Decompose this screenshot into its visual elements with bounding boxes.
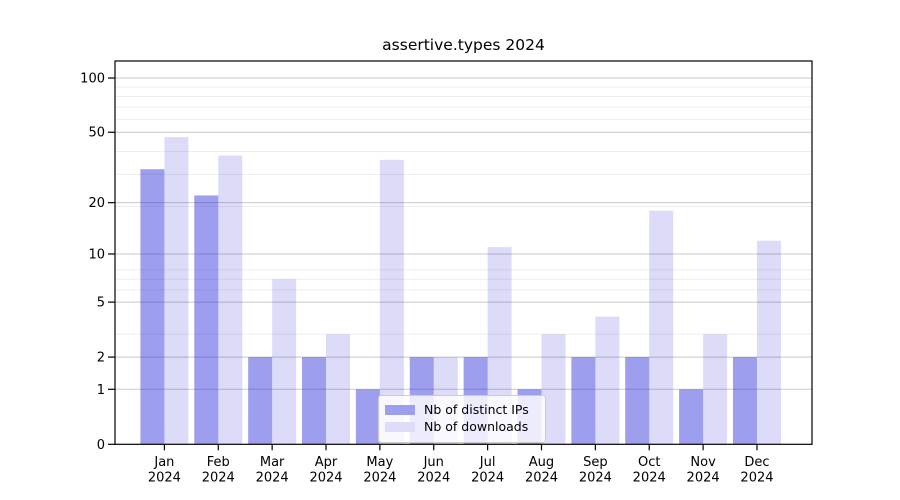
y-tick-label: 10 xyxy=(88,247,105,262)
y-tick-label: 1 xyxy=(97,383,105,398)
legend-item-distinct-ips: Nb of distinct IPs xyxy=(385,402,537,418)
x-tick-label: May 2024 xyxy=(363,455,396,486)
legend-swatch-distinct-ips xyxy=(385,405,415,415)
x-tick-label: Apr 2024 xyxy=(309,455,342,486)
x-tick-label: Feb 2024 xyxy=(202,455,235,486)
bar-apr-downloads xyxy=(326,334,351,445)
x-tick-label: Dec 2024 xyxy=(740,455,773,486)
bar-nov-distinct-ips xyxy=(679,389,704,445)
x-tick-label: Nov 2024 xyxy=(687,455,720,486)
x-tick-label: Sep 2024 xyxy=(579,455,612,486)
x-tick-label: Mar 2024 xyxy=(256,455,289,486)
y-tick-label: 2 xyxy=(97,351,105,366)
y-tick-label: 0 xyxy=(97,438,105,453)
bar-oct-downloads xyxy=(649,210,674,445)
bar-dec-distinct-ips xyxy=(732,357,757,445)
bar-dec-downloads xyxy=(756,240,781,445)
y-tick-label: 100 xyxy=(80,72,105,87)
x-tick-label: Jan 2024 xyxy=(148,455,181,486)
bar-feb-distinct-ips xyxy=(194,195,219,445)
legend: Nb of distinct IPs Nb of downloads xyxy=(378,395,546,443)
bar-sep-downloads xyxy=(595,316,620,445)
bar-mar-distinct-ips xyxy=(248,357,273,445)
bar-oct-distinct-ips xyxy=(625,357,650,445)
x-tick-label: Jun 2024 xyxy=(417,455,450,486)
bar-nov-downloads xyxy=(703,334,728,445)
bar-mar-downloads xyxy=(272,279,297,445)
bar-jan-downloads xyxy=(164,137,189,445)
y-tick-label: 50 xyxy=(88,126,105,141)
legend-label-downloads: Nb of downloads xyxy=(424,419,529,434)
x-tick-label: Jul 2024 xyxy=(471,455,504,486)
bar-jan-distinct-ips xyxy=(140,169,165,445)
legend-label-distinct-ips: Nb of distinct IPs xyxy=(424,402,529,417)
x-tick-label: Oct 2024 xyxy=(633,455,666,486)
x-tick-label: Aug 2024 xyxy=(525,455,558,486)
chart-title: assertive.types 2024 xyxy=(382,36,545,54)
axes-spines xyxy=(114,60,813,445)
y-tick-label: 20 xyxy=(88,196,105,211)
bar-may-distinct-ips xyxy=(355,389,380,445)
legend-item-downloads: Nb of downloads xyxy=(385,419,537,435)
legend-swatch-downloads xyxy=(385,422,415,432)
bar-apr-distinct-ips xyxy=(302,357,327,445)
bar-sep-distinct-ips xyxy=(571,357,596,445)
bar-feb-downloads xyxy=(218,155,243,445)
y-tick-label: 5 xyxy=(97,296,105,311)
